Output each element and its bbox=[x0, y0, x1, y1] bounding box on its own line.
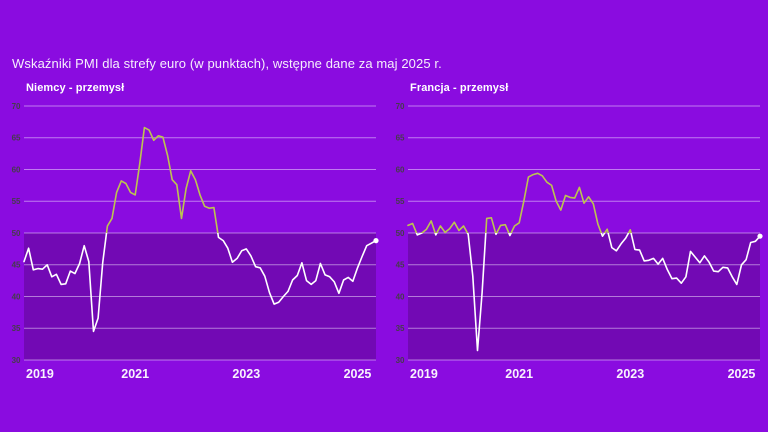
x-axis-label: 2023 bbox=[616, 367, 644, 381]
pmi-line bbox=[23, 126, 377, 333]
chart-germany-title: Niemcy - przemysł bbox=[26, 82, 125, 94]
y-axis-label: 70 bbox=[396, 102, 405, 111]
chart-france-plot: 70 65 60 55 50 45 40 35 30 2019 2021 2023 2025 bbox=[396, 102, 763, 381]
x-axis-label: 2021 bbox=[121, 367, 149, 381]
y-axis-label: 30 bbox=[396, 356, 405, 365]
y-axis-label: 35 bbox=[396, 324, 405, 333]
pmi-line bbox=[407, 172, 761, 352]
chart-france: Francja - przemysł 70 65 60 55 50 45 40 35 30 201… bbox=[384, 78, 768, 388]
y-axis-label: 60 bbox=[396, 165, 405, 174]
y-axis-label: 65 bbox=[396, 134, 405, 143]
y-axis-label: 45 bbox=[396, 261, 405, 270]
y-axis-label: 40 bbox=[12, 292, 21, 301]
x-axis-label: 2025 bbox=[728, 367, 756, 381]
y-axis-label: 50 bbox=[12, 229, 21, 238]
y-axis-label: 55 bbox=[396, 197, 405, 206]
x-axis-label: 2025 bbox=[344, 367, 372, 381]
y-axis-label: 40 bbox=[396, 292, 405, 301]
y-axis-label: 30 bbox=[12, 356, 21, 365]
x-axis-label: 2021 bbox=[505, 367, 533, 381]
chart-france-title: Francja - przemysł bbox=[410, 82, 509, 94]
x-axis-label: 2019 bbox=[410, 367, 438, 381]
y-axis-label: 45 bbox=[12, 261, 21, 270]
last-point-dot bbox=[373, 238, 379, 244]
x-axis-label: 2019 bbox=[26, 367, 54, 381]
chart-germany-plot: 70 65 60 55 50 45 40 35 30 2019 2021 2023 2025 bbox=[12, 102, 379, 381]
chart-germany: Niemcy - przemysł 70 65 60 55 50 45 40 35 30 2019… bbox=[0, 78, 384, 388]
y-axis-label: 35 bbox=[12, 324, 21, 333]
x-axis-label: 2023 bbox=[232, 367, 260, 381]
y-axis-label: 70 bbox=[12, 102, 21, 111]
page-title: Wskaźniki PMI dla strefy euro (w punktac… bbox=[12, 56, 442, 71]
y-axis-label: 50 bbox=[396, 229, 405, 238]
last-point-dot bbox=[757, 233, 763, 239]
y-axis-label: 60 bbox=[12, 165, 21, 174]
y-axis-label: 55 bbox=[12, 197, 21, 206]
y-axis-label: 65 bbox=[12, 134, 21, 143]
